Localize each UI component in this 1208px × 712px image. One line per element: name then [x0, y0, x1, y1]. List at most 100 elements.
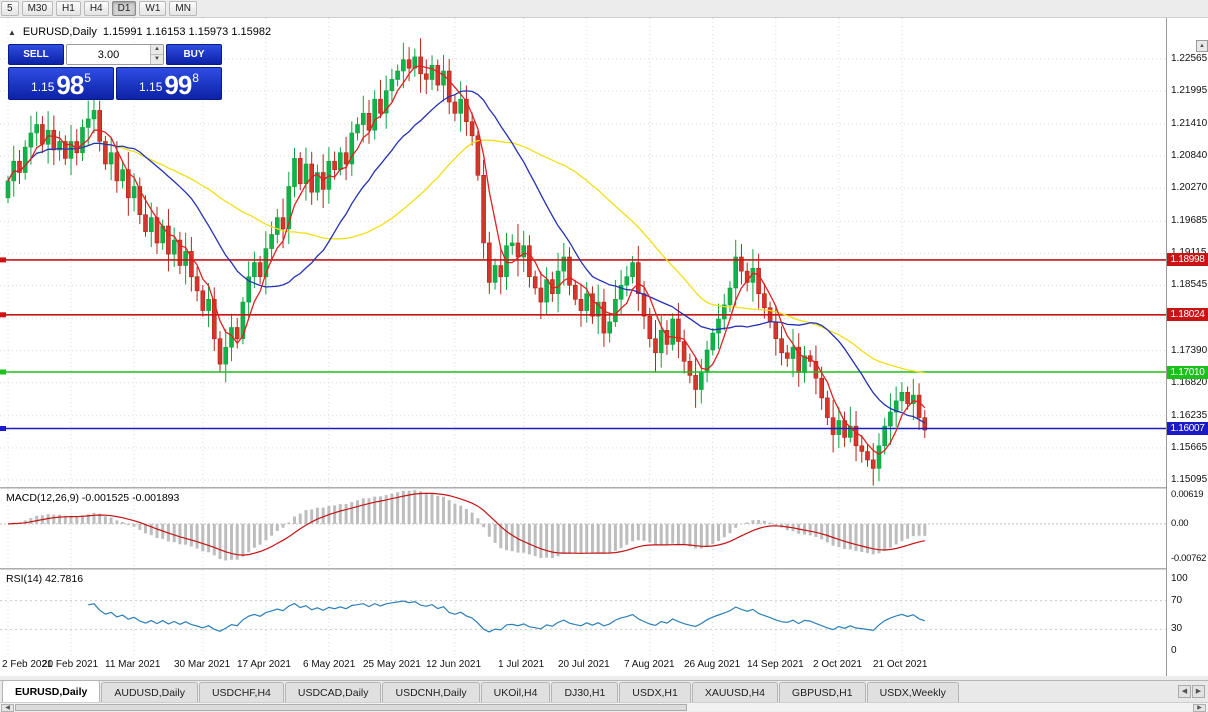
- tab-scroll-arrows: ◀ ▶: [1175, 685, 1208, 702]
- price-tick-label: 1.21995: [1171, 85, 1208, 96]
- tab-scroll-left-icon[interactable]: ◀: [1178, 685, 1191, 698]
- price-tick-label: 1.19685: [1171, 215, 1208, 226]
- lot-decrease-icon[interactable]: ▼: [151, 55, 163, 64]
- chart-symbol-period: EURUSD,Daily: [22, 26, 97, 38]
- moving-averages-layer: [7, 65, 926, 456]
- price-tick-label: 1.18545: [1171, 279, 1208, 290]
- date-tick-label: 12 Jun 2021: [426, 659, 482, 670]
- timeframe-button-m30[interactable]: M30: [21, 1, 54, 16]
- rsi-tick-label: 70: [1171, 595, 1183, 606]
- price-chart-canvas[interactable]: [0, 18, 1166, 487]
- sell-price-pip: 5: [84, 71, 91, 85]
- chart-tab-usdcnh-daily[interactable]: USDCNH,Daily: [382, 682, 480, 702]
- lot-size-spinner: ▲ ▼: [150, 45, 163, 64]
- price-tick-label: 1.21410: [1171, 118, 1208, 129]
- tab-scroll-right-icon[interactable]: ▶: [1192, 685, 1205, 698]
- timeframe-button-5[interactable]: 5: [1, 1, 19, 16]
- date-tick-label: 2 Oct 2021: [813, 659, 862, 670]
- chart-tab-eurusd-daily[interactable]: EURUSD,Daily: [2, 680, 101, 702]
- buy-price-big: 99: [164, 70, 192, 100]
- macd-panel-canvas[interactable]: [0, 489, 1166, 568]
- chart-tab-usdx-weekly[interactable]: USDX,Weekly: [866, 682, 959, 702]
- lot-size-box: ▲ ▼: [66, 44, 164, 65]
- chart-tab-bar: EURUSD,Daily AUDUSD,Daily USDCHF,H4 USDCAD,…: [0, 680, 1208, 702]
- chart-tab-xauusd-h4[interactable]: XAUUSD,H4: [691, 682, 778, 702]
- one-click-trading-panel: SELL ▲ ▼ BUY 1.15 98 5 1.15 99 8: [8, 44, 222, 100]
- rsi-indicator-label: RSI(14) 42.7816: [6, 573, 84, 585]
- chart-tab-strip: EURUSD,Daily AUDUSD,Daily USDCHF,H4 USDCAD,…: [0, 680, 1175, 702]
- lot-increase-icon[interactable]: ▲: [151, 45, 163, 55]
- date-tick-label: 14 Sep 2021: [747, 659, 804, 670]
- horizontal-lines-layer[interactable]: [0, 257, 1166, 431]
- candles-layer: [5, 38, 928, 486]
- buy-button[interactable]: BUY: [166, 44, 222, 65]
- price-tick-label: 1.17390: [1171, 345, 1208, 356]
- macd-separator[interactable]: [0, 487, 1208, 489]
- timeframe-button-h1[interactable]: H1: [56, 1, 81, 16]
- chart-ohlc-values: 1.15991 1.16153 1.15973 1.15982: [102, 26, 272, 38]
- chart-tab-audusd-daily[interactable]: AUDUSD,Daily: [101, 682, 198, 702]
- macd-tick-label: 0.00619: [1171, 489, 1204, 500]
- date-tick-label: 21 Oct 2021: [873, 659, 928, 670]
- macd-indicator-label: MACD(12,26,9) -0.001525 -0.001893: [6, 492, 180, 504]
- sell-price-panel[interactable]: 1.15 98 5: [8, 67, 114, 100]
- timeframe-button-h4[interactable]: H4: [83, 1, 109, 16]
- chart-tab-gbpusd-h1[interactable]: GBPUSD,H1: [778, 682, 866, 702]
- date-tick-label: 11 Mar 2021: [105, 659, 161, 670]
- timeframe-button-mn[interactable]: MN: [169, 1, 197, 16]
- date-tick-label: 6 May 2021: [303, 659, 356, 670]
- price-tick-label: 1.15665: [1171, 442, 1208, 453]
- chart-ohlc-header: ▲ EURUSD,Daily 1.15991 1.16153 1.15973 1.1…: [8, 26, 271, 38]
- macd-signal-line: [7, 492, 925, 556]
- date-tick-label: 17 Apr 2021: [237, 659, 291, 670]
- price-axis[interactable]: ▲ 1.22565 1.21995 1.21410 1.20840 1.20270 1.1…: [1166, 18, 1208, 676]
- rsi-separator[interactable]: [0, 568, 1208, 570]
- chart-tab-usdcad-daily[interactable]: USDCAD,Daily: [284, 682, 382, 702]
- date-tick-label: 25 May 2021: [363, 659, 421, 670]
- chart-tab-usdchf-h4[interactable]: USDCHF,H4: [198, 682, 284, 702]
- chart-window: ▲ EURUSD,Daily 1.15991 1.16153 1.15973 1.1…: [0, 18, 1208, 676]
- macd-tick-label: 0.00: [1171, 518, 1189, 529]
- hline-price-tag: 1.16007: [1167, 422, 1208, 435]
- macd-tick-label: -0.00762: [1171, 553, 1207, 564]
- date-axis[interactable]: 2 Feb 2021 20 Feb 2021 11 Mar 2021 30 Mar 2…: [0, 655, 1166, 676]
- rsi-tick-label: 100: [1171, 573, 1188, 584]
- scrollbar-thumb[interactable]: [15, 704, 687, 711]
- chart-tab-dj30-h1[interactable]: DJ30,H1: [551, 682, 619, 702]
- hline-price-tag: 1.17010: [1167, 366, 1208, 379]
- rsi-tick-label: 30: [1171, 623, 1183, 634]
- price-tick-label: 1.16235: [1171, 410, 1208, 421]
- date-tick-label: 1 Jul 2021: [498, 659, 545, 670]
- price-tick-label: 1.19115: [1171, 247, 1206, 258]
- buy-price-prefix: 1.15: [139, 80, 163, 94]
- buy-price-pip: 8: [192, 71, 199, 85]
- timeframe-toolbar: 5 M30 H1 H4 D1 W1 MN: [0, 0, 1208, 18]
- axis-scroll-button[interactable]: ▲: [1196, 40, 1208, 52]
- timeframe-button-d1[interactable]: D1: [111, 1, 137, 16]
- hline-price-tag: 1.18998: [1167, 253, 1208, 266]
- lot-size-input[interactable]: [67, 45, 150, 64]
- date-tick-label: 20 Jul 2021: [558, 659, 610, 670]
- sell-price-prefix: 1.15: [31, 80, 55, 94]
- rsi-tick-label: 0: [1171, 645, 1177, 656]
- date-tick-label: 2 Feb 2021: [2, 659, 53, 670]
- collapse-panel-icon[interactable]: ▲: [8, 28, 16, 37]
- chart-tab-usdx-h1[interactable]: USDX,H1: [619, 682, 691, 702]
- price-tick-label: 1.16820: [1171, 377, 1208, 388]
- sell-button[interactable]: SELL: [8, 44, 64, 65]
- date-tick-label: 7 Aug 2021: [624, 659, 675, 670]
- hline-price-tag: 1.18024: [1167, 308, 1208, 321]
- price-tick-label: 1.15095: [1171, 474, 1208, 485]
- horizontal-scrollbar[interactable]: ◀ ▶: [0, 702, 1208, 712]
- price-tick-label: 1.22565: [1171, 53, 1208, 64]
- rsi-line: [88, 600, 925, 633]
- rsi-panel-canvas[interactable]: [0, 570, 1166, 655]
- sell-price-big: 98: [56, 70, 84, 100]
- chart-tab-ukoil-h4[interactable]: UKOil,H4: [480, 682, 551, 702]
- date-tick-label: 30 Mar 2021: [174, 659, 231, 670]
- price-tick-label: 1.20840: [1171, 150, 1208, 161]
- buy-price-panel[interactable]: 1.15 99 8: [116, 67, 222, 100]
- date-tick-label: 20 Feb 2021: [42, 659, 99, 670]
- timeframe-button-w1[interactable]: W1: [139, 1, 167, 16]
- rsi-grid-layer: [7, 570, 903, 655]
